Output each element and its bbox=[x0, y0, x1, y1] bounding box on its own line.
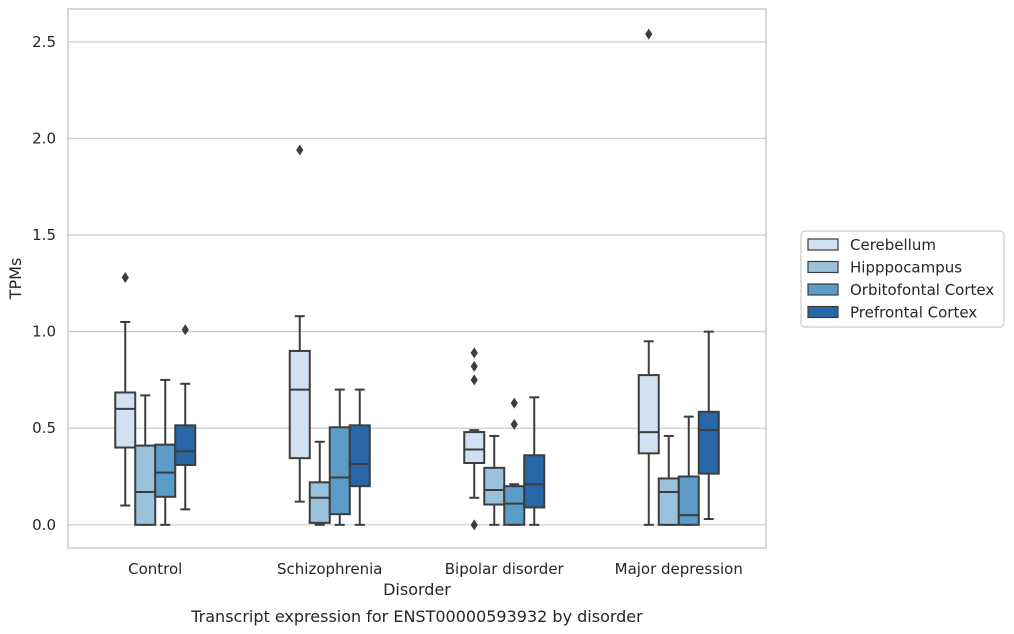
box-iqr bbox=[463, 431, 486, 464]
box-iqr bbox=[523, 454, 546, 509]
x-axis-title: Disorder bbox=[383, 580, 451, 599]
box-2-2 bbox=[503, 397, 526, 526]
box-2-3 bbox=[523, 396, 546, 526]
y-axis-title: TPMs bbox=[6, 258, 25, 301]
outlier-point bbox=[470, 519, 478, 531]
box-1-1 bbox=[308, 440, 331, 526]
box-2-0 bbox=[463, 347, 486, 531]
box-2-1 bbox=[483, 434, 506, 526]
x-axis-ticks: Control Schizophrenia Bipolar disorder Majo… bbox=[128, 560, 743, 578]
box-iqr bbox=[174, 424, 197, 466]
plot-frame bbox=[67, 8, 767, 549]
legend-label: Cerebellum bbox=[850, 236, 936, 254]
legend-frame bbox=[800, 230, 1005, 328]
legend-swatch bbox=[807, 260, 839, 274]
box-1-2 bbox=[328, 388, 351, 526]
outlier-point bbox=[470, 374, 478, 386]
x-tick-label: Bipolar disorder bbox=[445, 560, 565, 578]
box-0-3 bbox=[174, 324, 197, 511]
legend-swatch bbox=[807, 238, 839, 251]
outlier-point bbox=[510, 418, 518, 430]
outlier-point bbox=[470, 360, 478, 372]
box-1-3 bbox=[348, 388, 371, 526]
legend-swatch bbox=[807, 305, 839, 319]
box-iqr bbox=[288, 349, 311, 460]
box-iqr bbox=[114, 391, 137, 449]
legend-label: Prefrontal Cortex bbox=[850, 304, 977, 322]
outlier-point bbox=[181, 324, 189, 336]
box-iqr bbox=[348, 424, 371, 488]
outlier-point bbox=[470, 347, 478, 359]
box-0-0 bbox=[114, 272, 137, 507]
chart-caption: Transcript expression for ENST0000059393… bbox=[190, 607, 643, 626]
box-iqr bbox=[328, 426, 351, 516]
y-tick-label: 2.0 bbox=[32, 129, 56, 147]
box-0-1 bbox=[134, 394, 157, 526]
box-iqr bbox=[503, 485, 526, 526]
box-iqr bbox=[697, 410, 720, 475]
box-iqr bbox=[134, 444, 157, 526]
box-iqr bbox=[308, 481, 331, 524]
legend-label: Hipppocampus bbox=[850, 259, 962, 277]
box-3-0 bbox=[637, 28, 660, 526]
legend: Cerebellum Hipppocampus Orbitofontal Corte… bbox=[800, 230, 1005, 328]
y-tick-label: 0.0 bbox=[32, 516, 56, 534]
x-tick-label: Control bbox=[128, 560, 182, 578]
outlier-point bbox=[121, 272, 129, 284]
y-tick-label: 2.5 bbox=[32, 33, 56, 51]
y-tick-label: 0.5 bbox=[32, 419, 56, 437]
outlier-point bbox=[510, 397, 518, 409]
x-tick-label: Schizophrenia bbox=[277, 560, 382, 578]
box-iqr bbox=[483, 466, 506, 506]
box-iqr bbox=[677, 475, 700, 526]
y-tick-label: 1.0 bbox=[32, 323, 56, 341]
y-tick-label: 1.5 bbox=[32, 226, 56, 244]
box-iqr bbox=[657, 477, 680, 526]
box-groups bbox=[114, 28, 720, 531]
box-0-2 bbox=[154, 378, 177, 526]
box-iqr bbox=[154, 443, 177, 498]
y-axis-ticks: 0.0 0.5 1.0 1.5 2.0 2.5 bbox=[32, 33, 56, 534]
box-3-1 bbox=[657, 434, 680, 526]
box-3-3 bbox=[697, 330, 720, 521]
legend-label: Orbitofontal Cortex bbox=[850, 281, 994, 299]
outlier-point bbox=[296, 144, 304, 156]
box-3-2 bbox=[677, 415, 700, 526]
box-iqr bbox=[637, 374, 660, 455]
legend-swatch bbox=[807, 283, 839, 296]
box-1-0 bbox=[288, 144, 311, 503]
outlier-point bbox=[645, 28, 653, 40]
x-tick-label: Major depression bbox=[615, 560, 743, 578]
